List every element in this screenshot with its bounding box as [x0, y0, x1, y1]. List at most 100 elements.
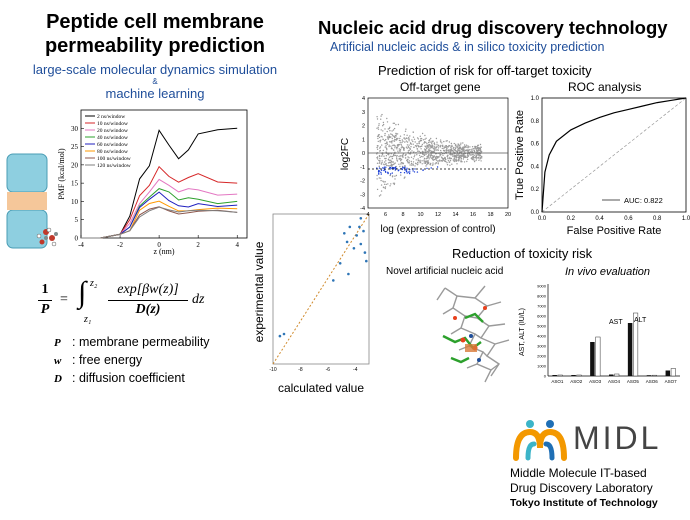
offtarget-point [403, 134, 405, 136]
offtarget-ytick-label: 3 [362, 110, 365, 116]
subtitle-line2: machine learning [105, 86, 205, 101]
offtarget-point [429, 163, 431, 165]
offtarget-point [414, 154, 416, 156]
offtarget-point [387, 162, 390, 164]
offtarget-point [447, 154, 449, 156]
offtarget-point [393, 140, 396, 142]
offtarget-point [376, 153, 378, 155]
offtarget-point [422, 139, 425, 141]
offtarget-point [386, 117, 388, 120]
offtarget-point [383, 161, 386, 163]
offtarget-point [456, 163, 458, 165]
pmf-legend-label: 120 ns/window [97, 163, 131, 169]
offtarget-point [426, 145, 428, 148]
offtarget-point [386, 143, 389, 145]
offtarget-point [428, 148, 430, 151]
offtarget-point [387, 172, 389, 175]
offtarget-point [376, 162, 379, 164]
formula-dz: dz [192, 292, 205, 307]
offtarget-xtick-label: 4 [366, 212, 369, 218]
offtarget-point [445, 140, 447, 142]
definition-row: D: diffusion coefficient [54, 371, 185, 385]
bar-ytick-label: 1000 [537, 364, 547, 369]
offtarget-point [417, 138, 420, 140]
offtarget-point [396, 133, 399, 135]
offtarget-point [400, 147, 403, 149]
offtarget-point [383, 181, 385, 183]
offtarget-ytick-label: 2 [362, 124, 365, 130]
offtarget-point [467, 155, 469, 158]
offtarget-point [376, 145, 379, 147]
offtarget-point [416, 150, 419, 152]
offtarget-point [400, 158, 403, 160]
in-vivo-bar-chart: AST, ALT (IU/L) 9000 8000 7000 6000 5000 4000… [519, 284, 680, 384]
offtarget-point [433, 142, 436, 144]
scatter-xtick-label: -10 [269, 367, 276, 373]
offtarget-point [395, 156, 398, 158]
offtarget-title: Off-target gene [400, 80, 481, 94]
scatter-point [362, 229, 365, 233]
offtarget-point [478, 159, 480, 161]
offtarget-point [429, 141, 431, 143]
offtarget-point [378, 136, 381, 139]
offtarget-point [385, 162, 387, 165]
offtarget-point [376, 116, 378, 118]
offtarget-point [422, 151, 424, 153]
offtarget-point [440, 156, 443, 158]
offtarget-point [380, 171, 382, 174]
offtarget-point [418, 142, 420, 144]
offtarget-point [440, 141, 442, 143]
pmf-xlabel: z (nm) [153, 247, 174, 256]
scatter-point [278, 334, 282, 338]
offtarget-point [395, 133, 398, 135]
offtarget-point [379, 157, 381, 160]
left-title: Peptide cell membrane permeability predi… [0, 10, 310, 58]
offtarget-point [455, 150, 457, 152]
offtarget-point [387, 137, 389, 139]
offtarget-point [391, 176, 394, 178]
offtarget-point [473, 160, 476, 163]
offtarget-point [425, 141, 427, 144]
scatter-point [282, 332, 286, 336]
offtarget-point [430, 167, 432, 169]
offtarget-point [435, 156, 437, 158]
offtarget-point [413, 156, 415, 158]
offtarget-point [405, 128, 407, 130]
offtarget-point [480, 150, 483, 153]
offtarget-point [439, 153, 441, 155]
offtarget-point [437, 160, 439, 162]
offtarget-point [436, 145, 438, 147]
offtarget-point [425, 165, 427, 167]
offtarget-xlabel: log (expression of control) [380, 224, 495, 235]
offtarget-point [384, 142, 386, 145]
offtarget-point [442, 158, 444, 161]
roc-ylabel: True Positive Rate [514, 110, 526, 200]
offtarget-point [459, 146, 461, 148]
scatter-point [348, 225, 352, 229]
offtarget-point [409, 153, 412, 155]
offtarget-point [387, 136, 390, 138]
offtarget-point [439, 160, 441, 162]
offtarget-point [479, 158, 481, 160]
roc-xtick-label: 0.6 [624, 216, 633, 222]
offtarget-point [382, 123, 385, 126]
offtarget-point [427, 162, 429, 164]
offtarget-point [463, 155, 465, 157]
offtarget-point [399, 142, 401, 144]
left-title-line1: Peptide cell membrane [46, 11, 264, 33]
offtarget-point [454, 145, 457, 147]
offtarget-point [384, 157, 386, 160]
pmf-ytick-label: 5 [75, 216, 79, 224]
bar-ytick-label: 2000 [537, 354, 547, 359]
offtarget-point [460, 154, 463, 156]
right-title: Nucleic acid drug discovery technology [318, 17, 668, 38]
bar-ytick-label: 9000 [537, 284, 547, 289]
offtarget-point [426, 163, 428, 166]
offtarget-point [378, 172, 380, 174]
offtarget-point [475, 159, 477, 162]
offtarget-point [456, 151, 459, 153]
scatter-point [338, 262, 342, 265]
offtarget-point [405, 140, 408, 142]
offtarget-point [379, 140, 381, 142]
offtarget-point [437, 163, 439, 165]
